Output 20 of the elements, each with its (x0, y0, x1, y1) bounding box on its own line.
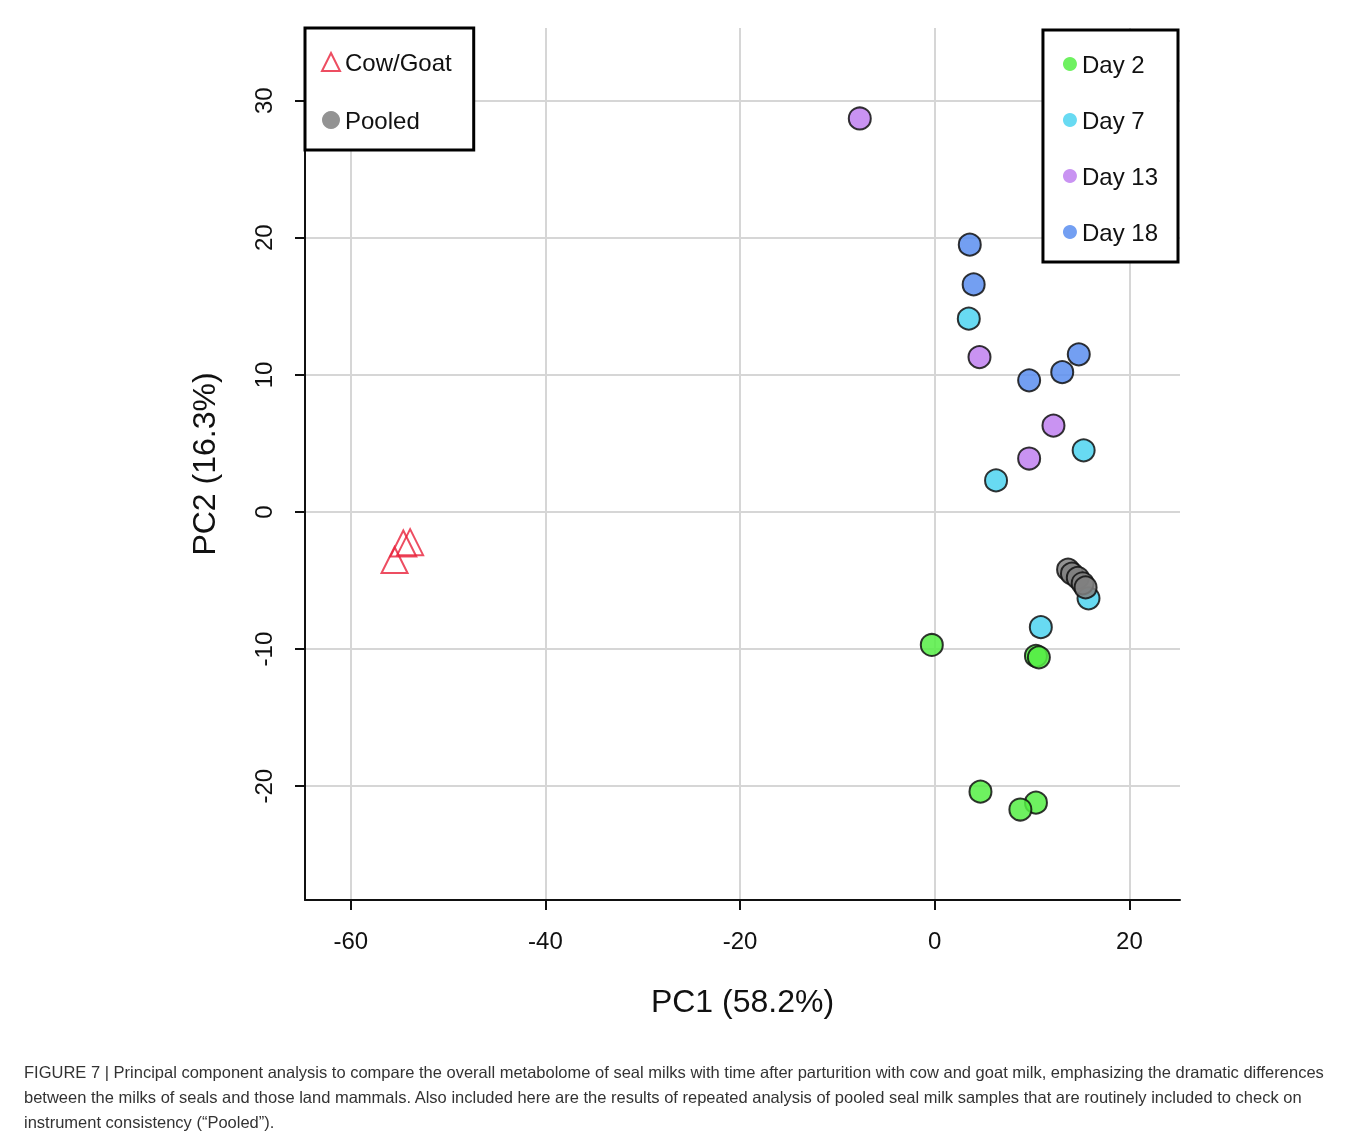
x-tick-label: 20 (1116, 926, 1143, 954)
y-tick-label: 0 (249, 505, 277, 519)
y-tick-label: 20 (249, 224, 277, 252)
legend-label: Day 7 (1081, 106, 1145, 134)
legend-label: Day 18 (1081, 218, 1158, 246)
legend-label: Day 2 (1081, 50, 1145, 78)
y-tick-label: 30 (249, 87, 277, 115)
x-tick-label: -40 (528, 926, 563, 954)
y-tick-label: 10 (249, 361, 277, 389)
legend-label: Day 13 (1081, 162, 1158, 190)
x-tick-label: -60 (333, 926, 369, 954)
x-tick-label: 0 (928, 926, 942, 954)
y-tick-label: -10 (249, 631, 277, 667)
legend-label: Pooled (345, 106, 420, 134)
y-tick-label: -20 (249, 768, 277, 804)
legend-label: Cow/Goat (345, 48, 453, 76)
x-axis-title: PC1 (58.2%) (650, 983, 835, 1019)
caption: FIGURE 7 | Principal component analysis to compare the overall metabolome of seal milks with time after parturition with cow and goat milk, emphasizing the dramatic differences between the milks of seals and those land mammals. Also included here are the results of repeated analysis of pooled seal milk samples that are routinely included to check on instrument consistency (“Pooled”). (24, 1062, 1324, 1133)
y-axis-title: PC2 (16.3%) (186, 372, 222, 556)
x-tick-label: -20 (722, 926, 758, 954)
